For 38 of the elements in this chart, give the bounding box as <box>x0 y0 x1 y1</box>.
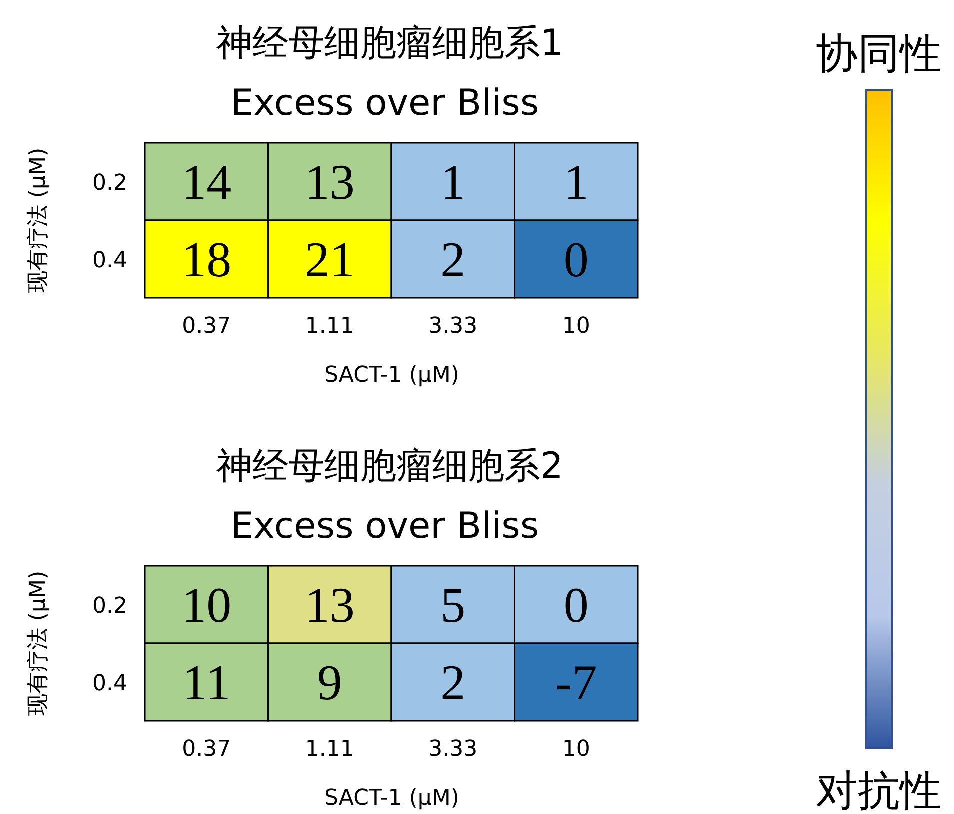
data-label: 2 <box>440 654 466 710</box>
chart-title: 神经母细胞瘤细胞系2 <box>216 446 564 487</box>
data-label: 5 <box>440 576 466 633</box>
x-axis-title: SACT-1 (µM) <box>324 786 460 811</box>
y-axis-title: 现有疗法 (µM) <box>26 148 51 294</box>
data-label: 0 <box>564 576 589 633</box>
data-label: 0 <box>564 231 589 288</box>
data-label: 14 <box>182 154 232 210</box>
chart-subtitle: Excess over Bliss <box>230 506 540 547</box>
chart-title: 神经母细胞瘤细胞系1 <box>216 23 564 64</box>
data-label: 21 <box>304 231 355 288</box>
x-tick-label: 10 <box>562 314 590 339</box>
y-tick-label: 0.4 <box>92 671 128 696</box>
data-label: 1 <box>564 154 589 210</box>
x-tick-label: 0.37 <box>182 737 232 762</box>
x-axis-title: SACT-1 (µM) <box>324 363 460 388</box>
x-tick-label: 3.33 <box>428 314 478 339</box>
data-label: 10 <box>182 576 232 633</box>
data-label: 2 <box>440 231 466 288</box>
data-label: 1 <box>440 154 466 210</box>
y-axis-title: 现有疗法 (µM) <box>26 570 51 716</box>
x-tick-label: 10 <box>562 737 590 762</box>
data-label: 13 <box>304 154 355 210</box>
x-tick-label: 1.11 <box>305 314 354 339</box>
y-tick-label: 0.2 <box>92 170 128 196</box>
data-label: 9 <box>317 654 342 710</box>
data-label: 11 <box>182 654 231 710</box>
x-tick-label: 0.37 <box>182 314 232 339</box>
x-tick-label: 1.11 <box>305 737 354 762</box>
y-tick-label: 0.4 <box>92 248 128 274</box>
text: 协同性 <box>816 29 942 78</box>
y-tick-label: 0.2 <box>92 594 128 619</box>
chart-subtitle: Excess over Bliss <box>230 83 540 124</box>
x-tick-label: 3.33 <box>428 737 478 762</box>
data-label: 18 <box>182 231 232 288</box>
text: 对抗性 <box>816 766 942 814</box>
data-label: -7 <box>556 654 598 710</box>
data-label: 13 <box>304 576 355 633</box>
